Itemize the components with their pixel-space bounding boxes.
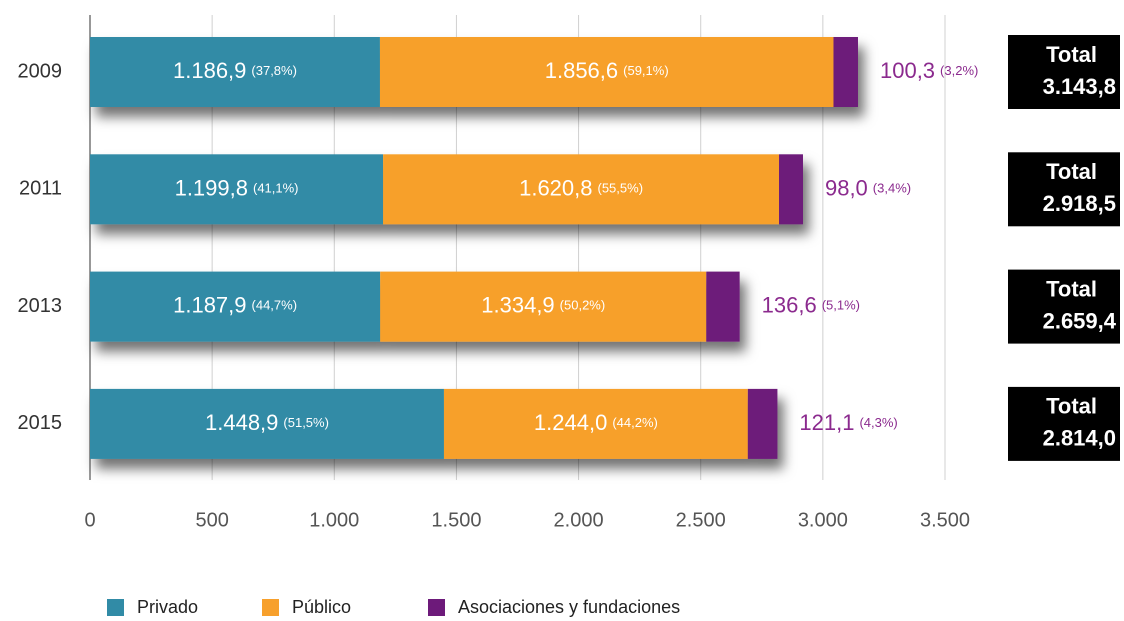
value-number: 121,1 bbox=[799, 410, 854, 435]
legend-label: Asociaciones y fundaciones bbox=[458, 597, 680, 617]
bar-segment bbox=[443, 388, 748, 459]
value-label: 136,6 (5,1%) bbox=[762, 292, 860, 317]
value-number: 100,3 bbox=[880, 58, 935, 83]
value-number: 1.856,6 bbox=[545, 58, 618, 83]
value-share: (3,2%) bbox=[940, 63, 978, 78]
total-title: Total bbox=[1046, 394, 1097, 419]
bar-segment bbox=[747, 388, 778, 459]
value-number: 1.187,9 bbox=[173, 292, 246, 317]
total-box bbox=[1008, 35, 1120, 109]
value-number: 1.186,9 bbox=[173, 58, 246, 83]
value-label: 1.856,6 (59,1%) bbox=[545, 58, 669, 83]
y-tick-label: 2013 bbox=[18, 295, 63, 317]
x-tick-label: 2.500 bbox=[676, 509, 726, 531]
x-tick-label: 1.500 bbox=[431, 509, 481, 531]
value-number: 136,6 bbox=[762, 292, 817, 317]
value-label: 1.620,8 (55,5%) bbox=[519, 175, 643, 200]
bar-segment bbox=[90, 37, 380, 107]
x-tick-label: 500 bbox=[195, 509, 228, 531]
value-share: (4,3%) bbox=[859, 415, 897, 430]
legend-label: Privado bbox=[137, 597, 198, 617]
value-label: 1.199,8 (41,1%) bbox=[175, 175, 299, 200]
value-label: 1.334,9 (50,2%) bbox=[481, 292, 605, 317]
value-share: (55,5%) bbox=[598, 181, 644, 196]
value-label: 98,0 (3,4%) bbox=[825, 175, 911, 200]
value-share: (44,7%) bbox=[252, 298, 298, 313]
y-tick-label: 2009 bbox=[18, 60, 63, 82]
legend-swatch bbox=[107, 599, 124, 616]
x-tick-label: 0 bbox=[84, 509, 95, 531]
total-box bbox=[1008, 152, 1120, 227]
bar-segment bbox=[706, 271, 740, 342]
value-number: 1.199,8 bbox=[175, 175, 248, 200]
value-label: 100,3 (3,2%) bbox=[880, 58, 978, 83]
bar-segment bbox=[779, 154, 803, 225]
x-tick-label: 2.000 bbox=[554, 509, 604, 531]
value-share: (59,1%) bbox=[623, 63, 669, 78]
value-label: 1.448,9 (51,5%) bbox=[205, 410, 329, 435]
x-tick-label: 1.000 bbox=[309, 509, 359, 531]
total-title: Total bbox=[1046, 276, 1097, 301]
value-share: (50,2%) bbox=[560, 298, 606, 313]
bar-segment bbox=[380, 271, 707, 342]
total-title: Total bbox=[1046, 159, 1097, 184]
bar-segment bbox=[90, 154, 384, 225]
bar-group bbox=[90, 37, 858, 107]
y-tick-label: 2011 bbox=[19, 178, 62, 200]
legend-swatch bbox=[262, 599, 279, 616]
bar-group bbox=[90, 154, 803, 225]
value-number: 1.334,9 bbox=[481, 292, 554, 317]
bar-segment bbox=[90, 271, 381, 342]
legend-label: Público bbox=[292, 597, 351, 617]
value-label: 1.187,9 (44,7%) bbox=[173, 292, 297, 317]
x-tick-label: 3.000 bbox=[798, 509, 848, 531]
legend-swatch bbox=[428, 599, 445, 616]
value-label: 1.186,9 (37,8%) bbox=[173, 58, 297, 83]
value-share: (51,5%) bbox=[283, 415, 329, 430]
total-title: Total bbox=[1046, 42, 1097, 67]
value-number: 98,0 bbox=[825, 175, 868, 200]
value-number: 1.620,8 bbox=[519, 175, 592, 200]
y-tick-label: 2015 bbox=[18, 412, 63, 434]
total-value: 3.143,8 bbox=[1043, 74, 1116, 99]
bar-group bbox=[90, 271, 740, 342]
bar-group bbox=[90, 388, 778, 459]
value-share: (3,4%) bbox=[873, 181, 911, 196]
total-value: 2.918,5 bbox=[1043, 191, 1116, 216]
total-box bbox=[1008, 269, 1120, 344]
value-share: (37,8%) bbox=[251, 63, 297, 78]
value-share: (41,1%) bbox=[253, 181, 299, 196]
total-value: 2.814,0 bbox=[1043, 426, 1116, 451]
value-share: (44,2%) bbox=[612, 415, 658, 430]
value-number: 1.244,0 bbox=[534, 410, 607, 435]
bar-segment bbox=[379, 37, 834, 107]
total-box bbox=[1008, 386, 1120, 461]
value-label: 121,1 (4,3%) bbox=[799, 410, 897, 435]
x-tick-label: 3.500 bbox=[920, 509, 970, 531]
bar-segment bbox=[833, 37, 858, 107]
total-value: 2.659,4 bbox=[1043, 308, 1117, 333]
value-number: 1.448,9 bbox=[205, 410, 278, 435]
value-share: (5,1%) bbox=[822, 298, 860, 313]
bar-segment bbox=[383, 154, 780, 225]
bar-segment bbox=[90, 388, 444, 459]
value-label: 1.244,0 (44,2%) bbox=[534, 410, 658, 435]
